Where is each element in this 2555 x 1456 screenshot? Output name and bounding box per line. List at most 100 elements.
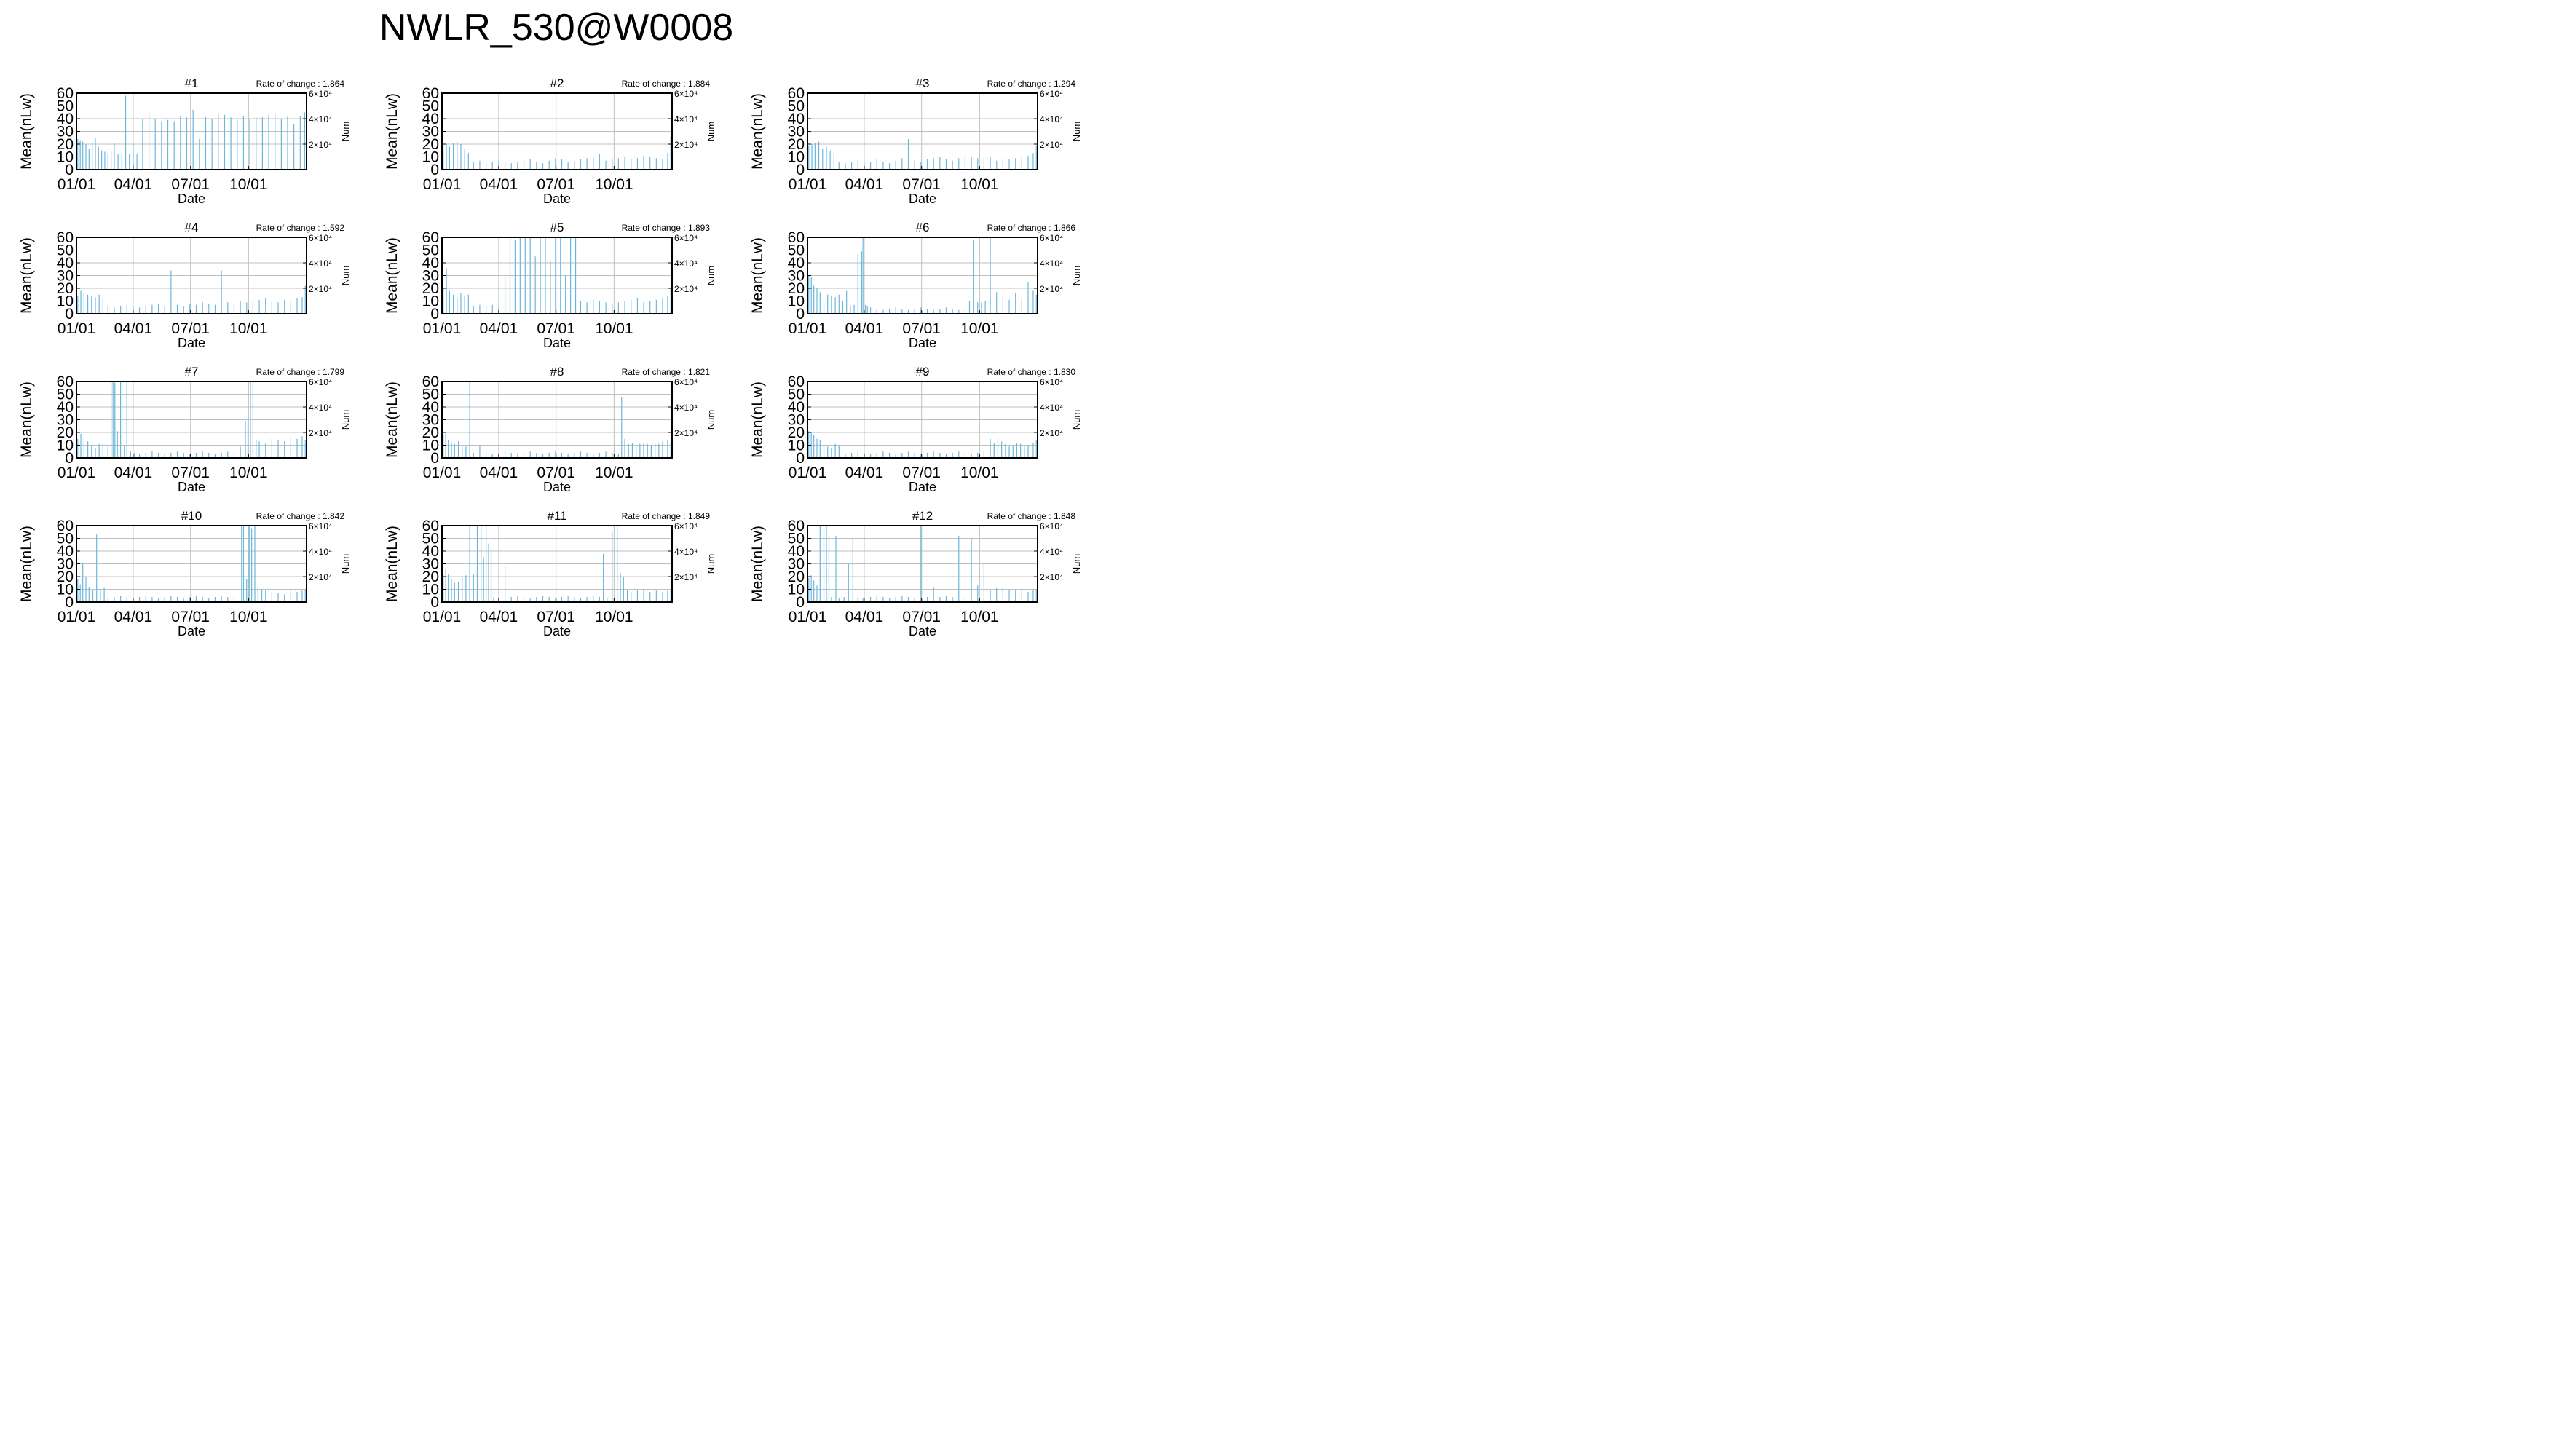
- y2-axis-label: Num: [706, 266, 716, 285]
- y-axis-label: Mean(nLw): [384, 93, 400, 170]
- y-tick-label: 40: [57, 543, 74, 560]
- rate-of-change-label: Rate of change : 1.821: [622, 367, 711, 377]
- y-tick-label: 30: [422, 268, 439, 285]
- y-tick-label: 60: [422, 373, 439, 390]
- y2-tick-label: 4×10⁴: [674, 258, 698, 269]
- x-axis-label: Date: [543, 336, 571, 350]
- y2-axis-label: Num: [1071, 122, 1082, 141]
- y-tick-label: 10: [57, 293, 74, 310]
- y-tick-label: 30: [57, 268, 74, 285]
- y2-tick-label: 4×10⁴: [1040, 114, 1063, 124]
- y-tick-label: 20: [422, 569, 439, 585]
- x-axis-label: Date: [909, 624, 936, 638]
- y2-tick-label: 2×10⁴: [1040, 284, 1063, 294]
- y2-axis-label: Num: [340, 266, 351, 285]
- y-axis-label: Mean(nLw): [749, 237, 766, 314]
- y-tick-label: 40: [788, 543, 805, 560]
- y2-tick-label: 4×10⁴: [309, 114, 332, 124]
- y2-tick-label: 6×10⁴: [1040, 233, 1063, 243]
- y-tick-label: 0: [65, 306, 74, 323]
- x-tick-label: 04/01: [845, 320, 884, 337]
- y-tick-label: 0: [796, 450, 805, 467]
- x-tick-label: 07/01: [171, 609, 210, 625]
- x-tick-label: 01/01: [423, 320, 462, 337]
- y-tick-label: 60: [422, 85, 439, 102]
- y2-tick-label: 4×10⁴: [1040, 403, 1063, 413]
- y-tick-label: 20: [788, 136, 805, 153]
- y2-tick-label: 6×10⁴: [1040, 89, 1063, 99]
- y-tick-label: 20: [422, 280, 439, 297]
- y-tick-label: 50: [422, 531, 439, 547]
- y-tick-label: 40: [788, 111, 805, 127]
- y2-axis-label: Num: [706, 410, 716, 430]
- x-axis-label: Date: [178, 624, 205, 638]
- x-tick-label: 07/01: [171, 176, 210, 193]
- y-tick-label: 0: [430, 594, 439, 611]
- y-tick-label: 0: [430, 306, 439, 323]
- y-tick-label: 30: [57, 124, 74, 141]
- y-tick-label: 30: [788, 412, 805, 429]
- y-tick-label: 0: [65, 594, 74, 611]
- y-tick-label: 0: [796, 594, 805, 611]
- y2-tick-label: 6×10⁴: [309, 233, 332, 243]
- panel-title: #1: [185, 76, 199, 90]
- x-tick-label: 07/01: [537, 464, 575, 481]
- x-tick-label: 07/01: [537, 609, 575, 625]
- y-tick-label: 0: [430, 450, 439, 467]
- y-axis-label: Mean(nLw): [749, 93, 766, 170]
- y-axis-label: Mean(nLw): [18, 526, 35, 602]
- y2-tick-label: 2×10⁴: [309, 140, 332, 150]
- y2-axis-label: Num: [706, 554, 716, 574]
- rate-of-change-label: Rate of change : 1.866: [987, 223, 1076, 233]
- y-tick-label: 60: [788, 373, 805, 390]
- x-tick-label: 07/01: [902, 609, 941, 625]
- x-tick-label: 07/01: [171, 320, 210, 337]
- y-tick-label: 40: [422, 399, 439, 416]
- y2-tick-label: 2×10⁴: [674, 140, 698, 150]
- y-tick-label: 20: [57, 424, 74, 441]
- y2-tick-label: 2×10⁴: [1040, 428, 1063, 438]
- x-tick-label: 01/01: [423, 609, 462, 625]
- x-axis-label: Date: [909, 480, 936, 494]
- y2-tick-label: 6×10⁴: [309, 377, 332, 387]
- x-tick-label: 04/01: [114, 464, 153, 481]
- y-tick-label: 30: [422, 556, 439, 573]
- y-tick-label: 30: [788, 556, 805, 573]
- y2-tick-label: 4×10⁴: [674, 547, 698, 557]
- x-tick-label: 04/01: [480, 464, 518, 481]
- rate-of-change-label: Rate of change : 1.592: [256, 223, 345, 233]
- x-tick-label: 04/01: [845, 464, 884, 481]
- y2-tick-label: 4×10⁴: [309, 258, 332, 269]
- y-tick-label: 10: [422, 438, 439, 454]
- x-tick-label: 10/01: [595, 320, 633, 337]
- panel-title: #2: [550, 76, 564, 90]
- y-tick-label: 20: [57, 136, 74, 153]
- y-tick-label: 60: [57, 85, 74, 102]
- y-tick-label: 0: [430, 162, 439, 178]
- rate-of-change-label: Rate of change : 1.848: [987, 511, 1076, 521]
- y-tick-label: 30: [57, 412, 74, 429]
- y-tick-label: 60: [422, 518, 439, 534]
- y-tick-label: 10: [57, 149, 74, 166]
- y-tick-label: 10: [788, 293, 805, 310]
- x-tick-label: 01/01: [423, 176, 462, 193]
- rate-of-change-label: Rate of change : 1.849: [622, 511, 711, 521]
- x-axis-label: Date: [909, 191, 936, 206]
- x-tick-label: 04/01: [845, 609, 884, 625]
- y-tick-label: 20: [57, 280, 74, 297]
- y-tick-label: 20: [57, 569, 74, 585]
- panel-title: #6: [916, 221, 930, 234]
- y-tick-label: 40: [422, 543, 439, 560]
- x-tick-label: 07/01: [537, 320, 575, 337]
- x-tick-label: 07/01: [902, 176, 941, 193]
- y2-axis-label: Num: [1071, 266, 1082, 285]
- y-tick-label: 40: [57, 111, 74, 127]
- rate-of-change-label: Rate of change : 1.884: [622, 79, 711, 89]
- x-tick-label: 04/01: [480, 609, 518, 625]
- y2-axis-label: Num: [1071, 410, 1082, 430]
